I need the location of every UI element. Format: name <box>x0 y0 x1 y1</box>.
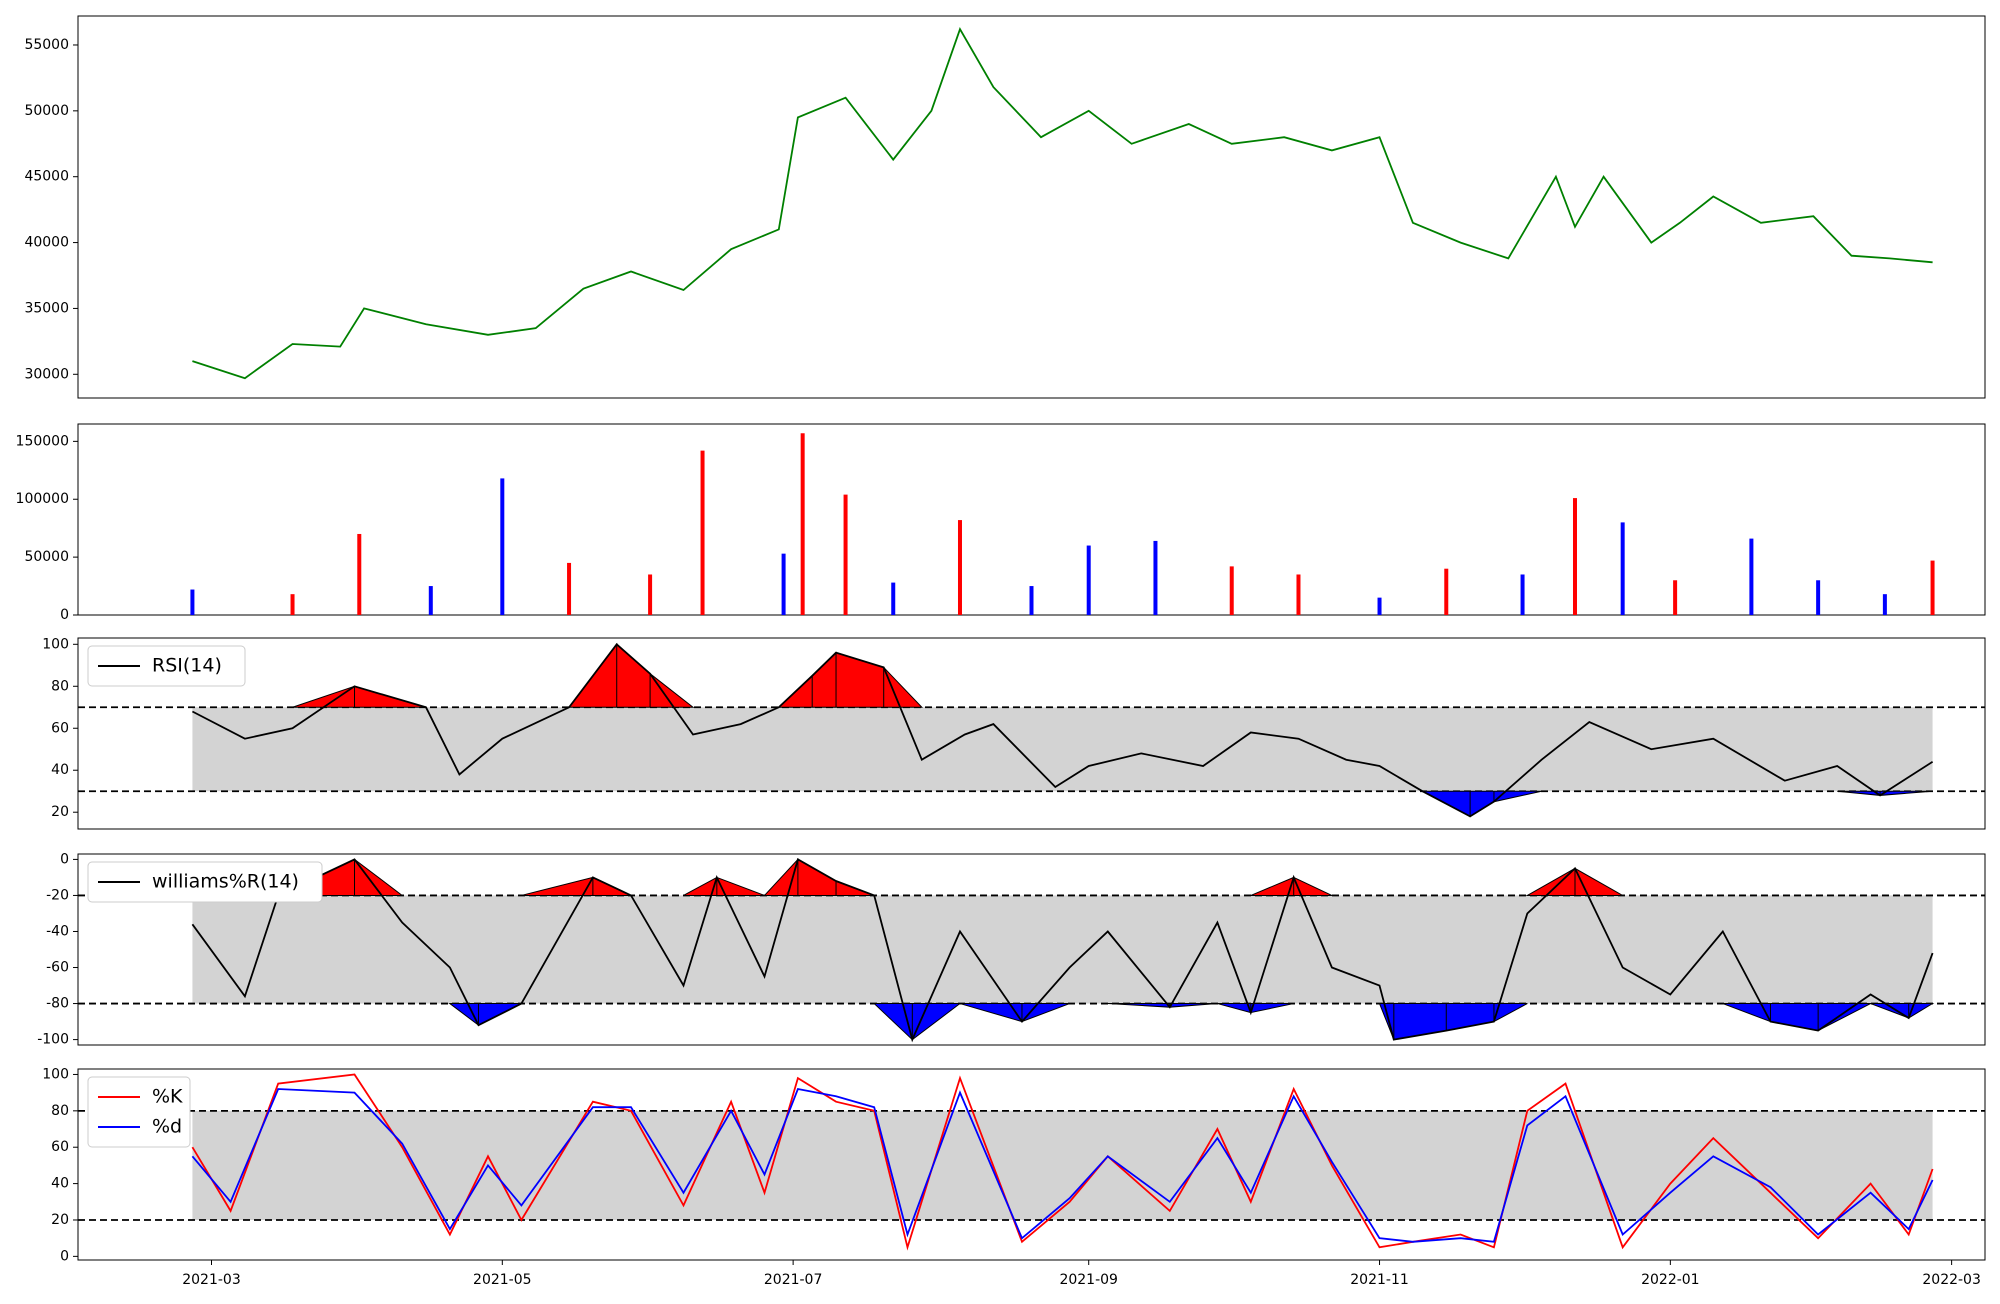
volume-bar <box>781 553 786 615</box>
ytick-label-panel-2: 100 <box>42 636 69 652</box>
volume-bar <box>1377 597 1382 615</box>
ytick-label-panel-0: 55000 <box>24 37 69 53</box>
neutral-band <box>192 1110 1933 1220</box>
volume-bar <box>1444 568 1449 615</box>
volume-bar <box>1620 522 1625 615</box>
volume-bar <box>1029 586 1034 615</box>
legend-label: williams%R(14) <box>152 871 299 893</box>
volume-bar <box>1086 545 1091 615</box>
xtick-label: 2021-05 <box>473 1272 532 1288</box>
ytick-label-panel-1: 100000 <box>16 491 69 507</box>
rsi-oversold-fill <box>1422 790 1933 818</box>
ytick-label-panel-3: -40 <box>46 923 69 939</box>
xtick-label: 2022-01 <box>1641 1272 1700 1288</box>
panel-frame-3 <box>77 853 1986 1046</box>
volume-bar <box>700 450 705 615</box>
volume-bar <box>290 594 295 615</box>
ytick-label-panel-4: 80 <box>51 1103 69 1119</box>
volume-bar <box>1930 560 1935 615</box>
ytick-label-panel-0: 40000 <box>24 235 69 251</box>
panel-frame-2 <box>77 637 1986 830</box>
volume-bar <box>957 520 962 615</box>
stoch-d-line <box>191 1087 1934 1243</box>
xtick-label: 2022-03 <box>1922 1272 1981 1288</box>
rsi-overbought-fill <box>292 642 924 708</box>
volume-bar <box>1153 540 1158 615</box>
ytick-label-panel-0: 50000 <box>24 103 69 119</box>
rsi-line <box>191 642 1934 818</box>
volume-bar <box>843 494 848 615</box>
neutral-band <box>192 707 1933 792</box>
ytick-label-panel-3: -100 <box>37 1032 69 1048</box>
ytick-label-panel-0: 35000 <box>24 300 69 316</box>
ytick-label-panel-3: -60 <box>46 960 69 976</box>
ytick-label-panel-2: 60 <box>51 720 69 736</box>
volume-bar <box>190 589 195 615</box>
legend-box-3 <box>87 861 323 903</box>
volume-bar <box>648 574 653 615</box>
ytick-label-panel-1: 150000 <box>16 433 69 449</box>
ytick-label-panel-1: 50000 <box>24 549 69 565</box>
ytick-label-panel-2: 20 <box>51 804 69 820</box>
panel-frame-4 <box>77 1068 1986 1261</box>
williams-line <box>191 858 1934 1043</box>
xtick-label: 2021-11 <box>1350 1272 1409 1288</box>
williams-oversold-fill <box>448 1003 1935 1041</box>
ytick-label-panel-4: 20 <box>51 1212 69 1228</box>
legend-label: %K <box>152 1086 183 1108</box>
neutral-band <box>192 895 1933 1004</box>
volume-bar <box>1816 580 1821 615</box>
ytick-label-panel-3: -80 <box>46 996 69 1012</box>
xtick-label: 2021-07 <box>764 1272 823 1288</box>
legend-label: %d <box>152 1116 182 1138</box>
volume-bar <box>500 478 505 615</box>
volume-bar <box>357 533 362 615</box>
volume-bar <box>1673 580 1678 615</box>
volume-bar <box>891 582 896 615</box>
ytick-label-panel-4: 100 <box>42 1066 69 1082</box>
legend-box-2 <box>87 645 246 687</box>
volume-bar <box>1749 538 1754 615</box>
volume-bar <box>567 562 572 615</box>
ytick-label-panel-3: 0 <box>60 851 69 867</box>
volume-bar <box>1296 574 1301 615</box>
ytick-label-panel-1: 0 <box>60 607 69 623</box>
volume-bar <box>1520 574 1525 615</box>
volume-bar <box>1882 594 1887 615</box>
ytick-label-panel-2: 80 <box>51 678 69 694</box>
ytick-label-panel-4: 40 <box>51 1176 69 1192</box>
volume-bar <box>1229 566 1234 615</box>
ytick-label-panel-3: -20 <box>46 887 69 903</box>
xtick-label: 2021-03 <box>182 1272 241 1288</box>
volume-bar <box>800 433 805 615</box>
williams-overbought-fill <box>278 858 1625 896</box>
volume-bar <box>1572 498 1577 615</box>
legend-box-4 <box>87 1076 191 1148</box>
ytick-label-panel-0: 30000 <box>24 366 69 382</box>
panel-frame-0 <box>77 15 1986 399</box>
price-line <box>192 27 1933 380</box>
ytick-label-panel-4: 0 <box>60 1248 69 1264</box>
legend-label: RSI(14) <box>152 655 222 677</box>
xtick-label: 2021-09 <box>1059 1272 1118 1288</box>
ytick-label-panel-4: 60 <box>51 1139 69 1155</box>
ytick-label-panel-0: 45000 <box>24 169 69 185</box>
ytick-label-panel-2: 40 <box>51 762 69 778</box>
stoch-k-line <box>191 1073 1934 1251</box>
volume-bar <box>428 586 433 615</box>
